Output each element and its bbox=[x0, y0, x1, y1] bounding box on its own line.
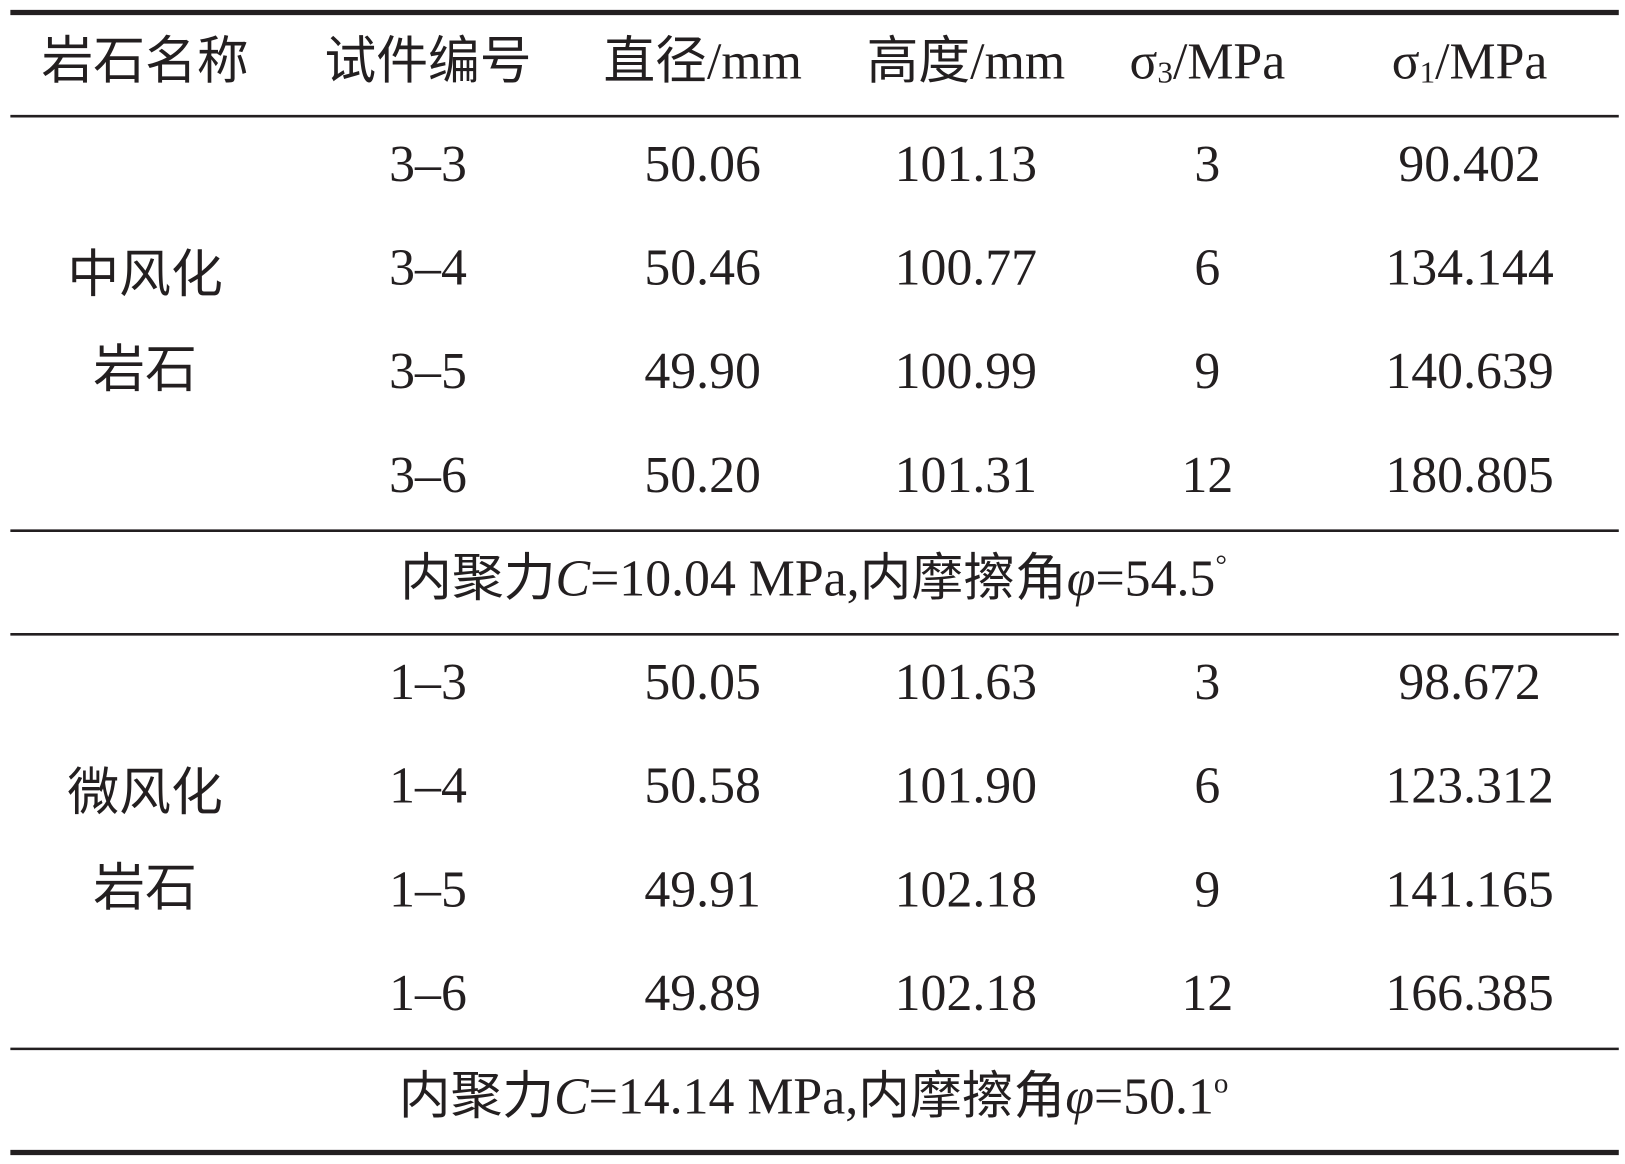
cell: 50.05 bbox=[644, 654, 761, 711]
cell: 6 bbox=[1194, 240, 1220, 297]
header-cell: 直径/mm bbox=[603, 33, 802, 90]
cell: 9 bbox=[1194, 861, 1220, 918]
cell: 140.639 bbox=[1385, 343, 1553, 400]
cell: 166.385 bbox=[1385, 965, 1553, 1022]
cell: 50.20 bbox=[644, 447, 761, 504]
cell: 100.77 bbox=[895, 240, 1037, 297]
summary-part: 内聚力 bbox=[400, 550, 555, 607]
cell: 3–4 bbox=[389, 240, 467, 297]
cell: 3–5 bbox=[389, 343, 467, 400]
rock-name: 中风化 bbox=[67, 247, 222, 304]
subscript: 1 bbox=[1420, 55, 1436, 90]
cell: 98.672 bbox=[1398, 654, 1540, 711]
summary-part: C bbox=[554, 1069, 590, 1126]
summary-part: =10.04 MPa,内摩擦角 bbox=[590, 550, 1067, 607]
cell: 101.31 bbox=[895, 447, 1037, 504]
cell: 101.63 bbox=[895, 654, 1037, 711]
cell: 100.99 bbox=[895, 343, 1037, 400]
cell: 1–5 bbox=[389, 861, 467, 918]
cell: 49.89 bbox=[644, 965, 761, 1022]
summary-part: =50.1 bbox=[1094, 1069, 1214, 1126]
subscript: 3 bbox=[1157, 55, 1173, 90]
header-cell: 高度/mm bbox=[867, 33, 1066, 90]
summary-part: φ bbox=[1065, 1069, 1094, 1126]
cell: 102.18 bbox=[895, 861, 1037, 918]
summary-part: o bbox=[1214, 1067, 1228, 1099]
cell: 134.144 bbox=[1385, 240, 1553, 297]
cell: 141.165 bbox=[1385, 861, 1553, 918]
summary: 内聚力C=14.14 MPa,内摩擦角φ=50.1o bbox=[399, 1067, 1229, 1125]
summary-part: C bbox=[556, 550, 592, 607]
summary: 内聚力C=10.04 MPa,内摩擦角φ=54.5° bbox=[400, 549, 1227, 607]
cell: 50.46 bbox=[644, 240, 761, 297]
header-part: /MPa bbox=[1435, 33, 1547, 90]
cell: 180.805 bbox=[1385, 447, 1553, 504]
rock-name: 岩石 bbox=[93, 342, 197, 399]
cell: 50.06 bbox=[644, 136, 761, 193]
cell: 101.90 bbox=[895, 758, 1037, 815]
cell: 3–6 bbox=[389, 447, 467, 504]
cell: 123.312 bbox=[1385, 758, 1553, 815]
cell: 9 bbox=[1194, 343, 1220, 400]
cell: 3 bbox=[1194, 136, 1220, 193]
header-cell: σ3/MPa bbox=[1129, 33, 1285, 90]
cell: 3 bbox=[1194, 654, 1220, 711]
header-part: σ bbox=[1129, 33, 1157, 90]
rock-name: 岩石 bbox=[93, 860, 197, 917]
header-cell: 岩石名称 bbox=[41, 33, 248, 90]
summary-part: ° bbox=[1215, 549, 1227, 581]
cell: 49.91 bbox=[644, 861, 761, 918]
cell: 90.402 bbox=[1398, 136, 1540, 193]
cell: 12 bbox=[1181, 447, 1233, 504]
cell: 3–3 bbox=[389, 136, 467, 193]
cell: 6 bbox=[1194, 758, 1220, 815]
header-part: σ bbox=[1392, 33, 1420, 90]
summary-part: φ bbox=[1067, 550, 1096, 607]
summary-part: =14.14 MPa,内摩擦角 bbox=[589, 1069, 1066, 1126]
cell: 50.58 bbox=[644, 758, 761, 815]
cell: 49.90 bbox=[644, 343, 761, 400]
cell: 1–4 bbox=[389, 758, 467, 815]
cell: 101.13 bbox=[895, 136, 1037, 193]
rock-name: 微风化 bbox=[67, 765, 222, 822]
cell: 12 bbox=[1181, 965, 1233, 1022]
cell: 102.18 bbox=[895, 965, 1037, 1022]
header-part: /MPa bbox=[1173, 33, 1285, 90]
cell: 1–3 bbox=[389, 654, 467, 711]
header-cell: 试件编号 bbox=[324, 33, 531, 90]
summary-part: =54.5 bbox=[1095, 550, 1215, 607]
summary-part: 内聚力 bbox=[399, 1069, 554, 1126]
cell: 1–6 bbox=[389, 965, 467, 1022]
header-cell: σ1/MPa bbox=[1392, 33, 1548, 90]
